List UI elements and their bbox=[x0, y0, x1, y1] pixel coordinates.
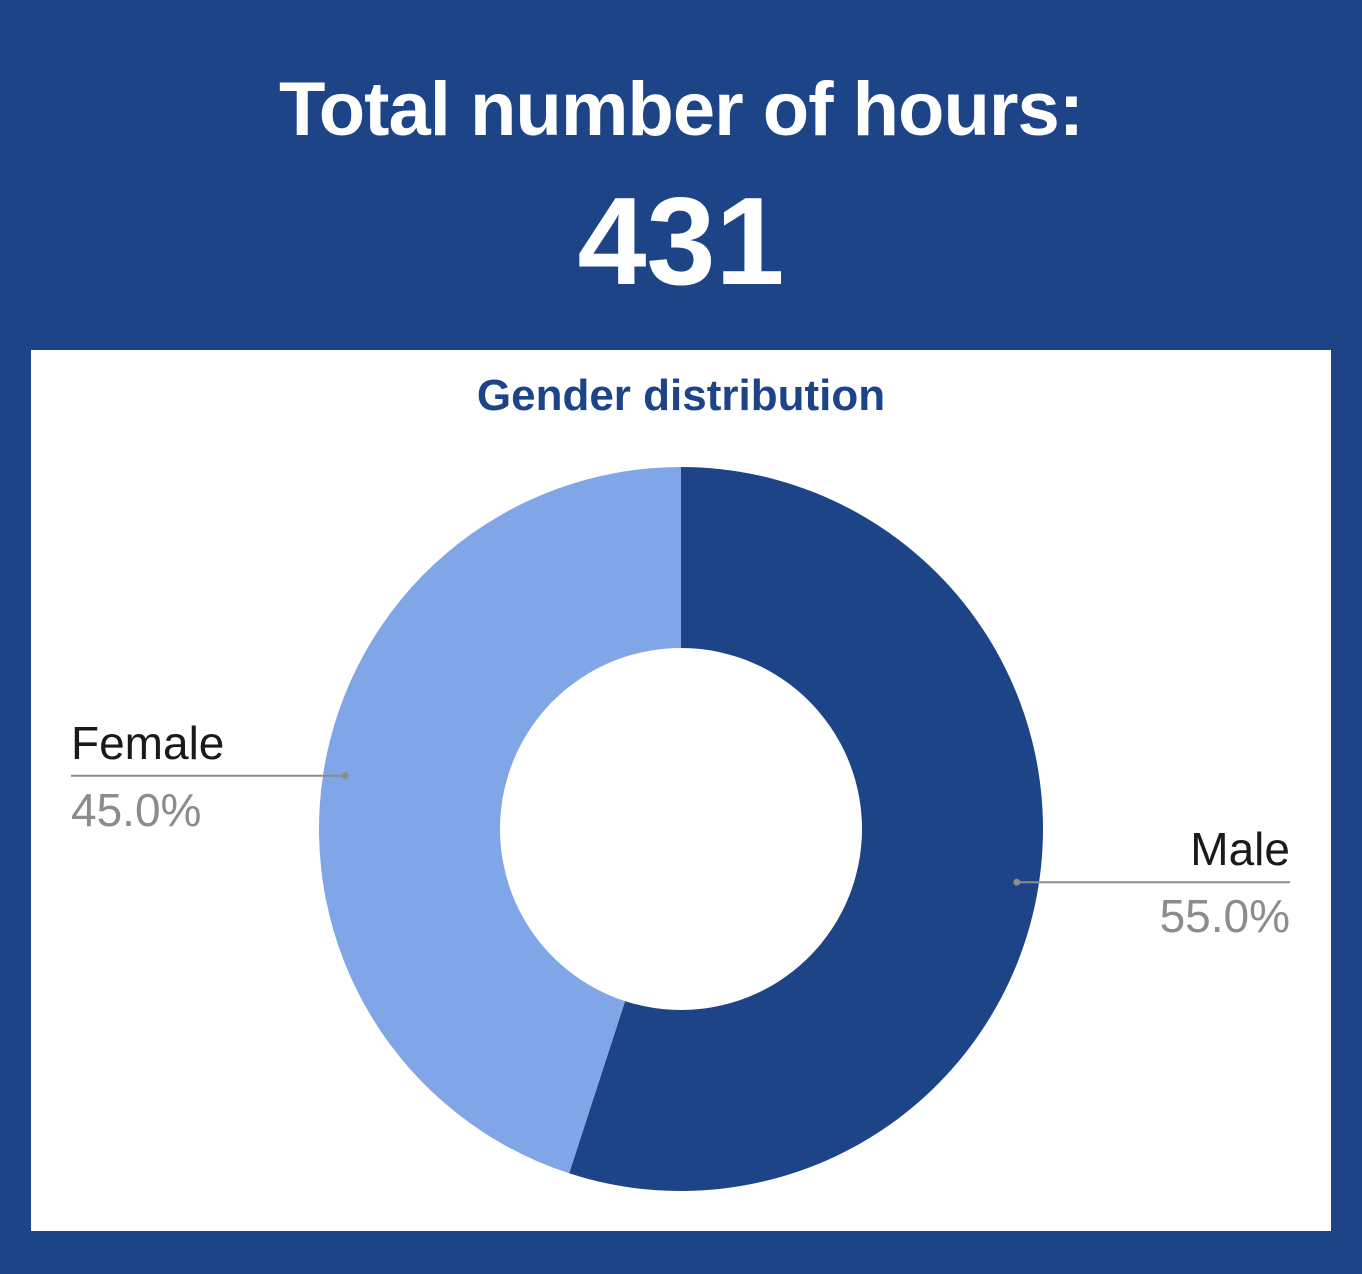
slice-male[interactable] bbox=[569, 467, 1043, 1191]
leader-dot-female bbox=[341, 772, 349, 780]
slice-value-male: 55.0% bbox=[1160, 890, 1290, 942]
slice-female[interactable] bbox=[318, 467, 681, 1174]
chart-title: Gender distribution bbox=[476, 371, 886, 420]
leader-dot-male bbox=[1013, 878, 1021, 886]
slice-label-male: Male bbox=[1190, 823, 1290, 875]
slice-label-female: Female bbox=[71, 717, 224, 769]
slice-value-female: 45.0% bbox=[71, 784, 201, 836]
total-hours-title: Total number of hours: bbox=[278, 67, 1084, 152]
total-hours-value: 431 bbox=[577, 173, 785, 311]
